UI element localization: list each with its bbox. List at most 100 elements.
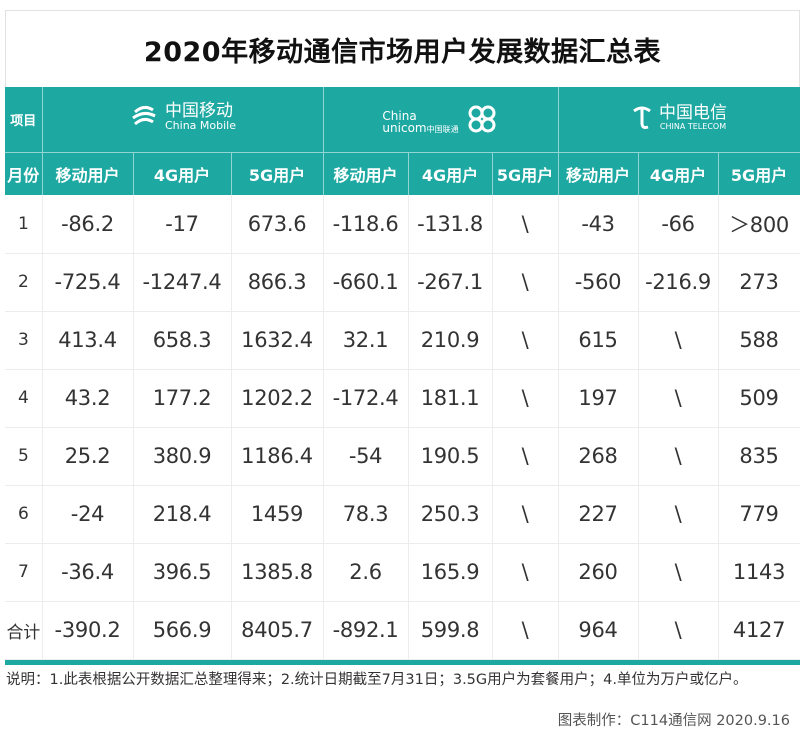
china-mobile-header: 中国移动 China Mobile xyxy=(42,87,324,153)
china-mobile-logo-icon xyxy=(132,106,156,126)
value-cell: -390.2 xyxy=(42,601,134,660)
month-cell: 合计 xyxy=(5,601,43,660)
value-cell: \ xyxy=(638,485,719,544)
value-cell: \ xyxy=(492,601,559,660)
column-header: 4G用户 xyxy=(408,152,493,195)
column-header: 5G用户 xyxy=(492,152,559,195)
table-row: 7 -36.4 396.5 1385.8 2.6 165.9 \ 260 \ 1143 xyxy=(5,543,800,602)
value-cell: 673.6 xyxy=(231,195,324,254)
footnote: 说明：1.此表根据公开数据汇总整理得来；2.统计日期截至7月31日；3.5G用户… xyxy=(6,672,748,688)
value-cell: 779 xyxy=(718,485,800,544)
value-cell: 588 xyxy=(718,311,800,370)
value-cell: \ xyxy=(638,601,719,660)
telecom-name-cn: 中国电信 xyxy=(659,102,728,123)
unicom-en-1: China xyxy=(382,109,417,124)
value-cell: 190.5 xyxy=(408,427,493,486)
china-telecom-header: 中国电信 CHINA TELECOM xyxy=(558,87,800,153)
table-row: 5 25.2 380.9 1186.4 -54 190.5 \ 268 \ 835 xyxy=(5,427,800,486)
table-row: 3 413.4 658.3 1632.4 32.1 210.9 \ 615 \ 588 xyxy=(5,311,800,370)
value-cell: 2.6 xyxy=(323,543,409,602)
value-cell: 1459 xyxy=(231,485,324,544)
credit-line: 图表制作：C114通信网 2020.9.16 xyxy=(557,713,790,729)
value-cell: -43 xyxy=(558,195,639,254)
value-cell: \ xyxy=(638,427,719,486)
value-cell: \ xyxy=(492,253,559,312)
month-cell: 4 xyxy=(5,369,43,428)
value-cell: \ xyxy=(492,485,559,544)
value-cell: -216.9 xyxy=(638,253,719,312)
value-cell: 210.9 xyxy=(408,311,493,370)
table-row: 1 -86.2 -17 673.6 -118.6 -131.8 \ -43 -66 ＞800 xyxy=(5,195,800,254)
value-cell: -36.4 xyxy=(42,543,134,602)
value-cell: 964 xyxy=(558,601,639,660)
value-cell: -172.4 xyxy=(323,369,409,428)
value-cell: \ xyxy=(492,369,559,428)
item-label: 项目 xyxy=(5,87,43,153)
month-cell: 3 xyxy=(5,311,43,370)
value-cell: -892.1 xyxy=(323,601,409,660)
value-cell: 25.2 xyxy=(42,427,134,486)
value-cell: 1186.4 xyxy=(231,427,324,486)
value-cell: \ xyxy=(638,369,719,428)
china-mobile-name-en: China Mobile xyxy=(165,119,237,133)
value-cell: 43.2 xyxy=(42,369,134,428)
month-cell: 6 xyxy=(5,485,43,544)
value-cell: -17 xyxy=(133,195,232,254)
value-cell: 273 xyxy=(718,253,800,312)
value-cell: \ xyxy=(492,427,559,486)
summary-table-container: 2020年移动通信市场用户发展数据汇总表 项目 中国移动 China Mobile… xyxy=(5,10,800,665)
value-cell: 227 xyxy=(558,485,639,544)
telecom-name-en: CHINA TELECOM xyxy=(659,121,727,131)
table-row: 6 -24 218.4 1459 78.3 250.3 \ 227 \ 779 xyxy=(5,485,800,544)
value-cell: 260 xyxy=(558,543,639,602)
value-cell: -54 xyxy=(323,427,409,486)
column-header-row: 月份 移动用户 4G用户 5G用户 移动用户 4G用户 5G用户 移动用户 4G用户 5G用户 xyxy=(5,152,800,195)
value-cell: 396.5 xyxy=(133,543,232,602)
value-cell: 218.4 xyxy=(133,485,232,544)
value-cell: -66 xyxy=(638,195,719,254)
value-cell: 658.3 xyxy=(133,311,232,370)
month-cell: 5 xyxy=(5,427,43,486)
column-header: 5G用户 xyxy=(718,152,800,195)
value-cell: 250.3 xyxy=(408,485,493,544)
china-mobile-name-cn: 中国移动 xyxy=(165,101,233,122)
value-cell: 4127 xyxy=(718,601,800,660)
value-cell: -86.2 xyxy=(42,195,134,254)
value-cell: ＞800 xyxy=(718,195,800,254)
column-header: 4G用户 xyxy=(638,152,719,195)
value-cell: 1143 xyxy=(718,543,800,602)
value-cell: \ xyxy=(492,311,559,370)
china-telecom-logo-icon xyxy=(633,106,651,130)
month-label: 月份 xyxy=(5,152,43,195)
value-cell: 268 xyxy=(558,427,639,486)
month-cell: 2 xyxy=(5,253,43,312)
column-header: 4G用户 xyxy=(133,152,232,195)
value-cell: -725.4 xyxy=(42,253,134,312)
value-cell: 181.1 xyxy=(408,369,493,428)
value-cell: 165.9 xyxy=(408,543,493,602)
value-cell: -131.8 xyxy=(408,195,493,254)
table-row: 2 -725.4 -1247.4 866.3 -660.1 -267.1 \ -560 -216… xyxy=(5,253,800,312)
column-header: 移动用户 xyxy=(42,152,134,195)
value-cell: \ xyxy=(638,311,719,370)
value-cell: 835 xyxy=(718,427,800,486)
value-cell: -560 xyxy=(558,253,639,312)
column-header: 移动用户 xyxy=(323,152,409,195)
value-cell: 1385.8 xyxy=(231,543,324,602)
value-cell: -118.6 xyxy=(323,195,409,254)
column-header: 移动用户 xyxy=(558,152,639,195)
value-cell: 1632.4 xyxy=(231,311,324,370)
value-cell: 509 xyxy=(718,369,800,428)
value-cell: -660.1 xyxy=(323,253,409,312)
value-cell: \ xyxy=(638,543,719,602)
value-cell: 1202.2 xyxy=(231,369,324,428)
operator-header-row: 项目 中国移动 China Mobile China unicom中国联通 中国电信… xyxy=(5,87,800,153)
value-cell: 866.3 xyxy=(231,253,324,312)
unicom-en-2: unicom xyxy=(382,121,427,136)
value-cell: 32.1 xyxy=(323,311,409,370)
value-cell: 566.9 xyxy=(133,601,232,660)
value-cell: -24 xyxy=(42,485,134,544)
value-cell: 413.4 xyxy=(42,311,134,370)
value-cell: -1247.4 xyxy=(133,253,232,312)
value-cell: 599.8 xyxy=(408,601,493,660)
